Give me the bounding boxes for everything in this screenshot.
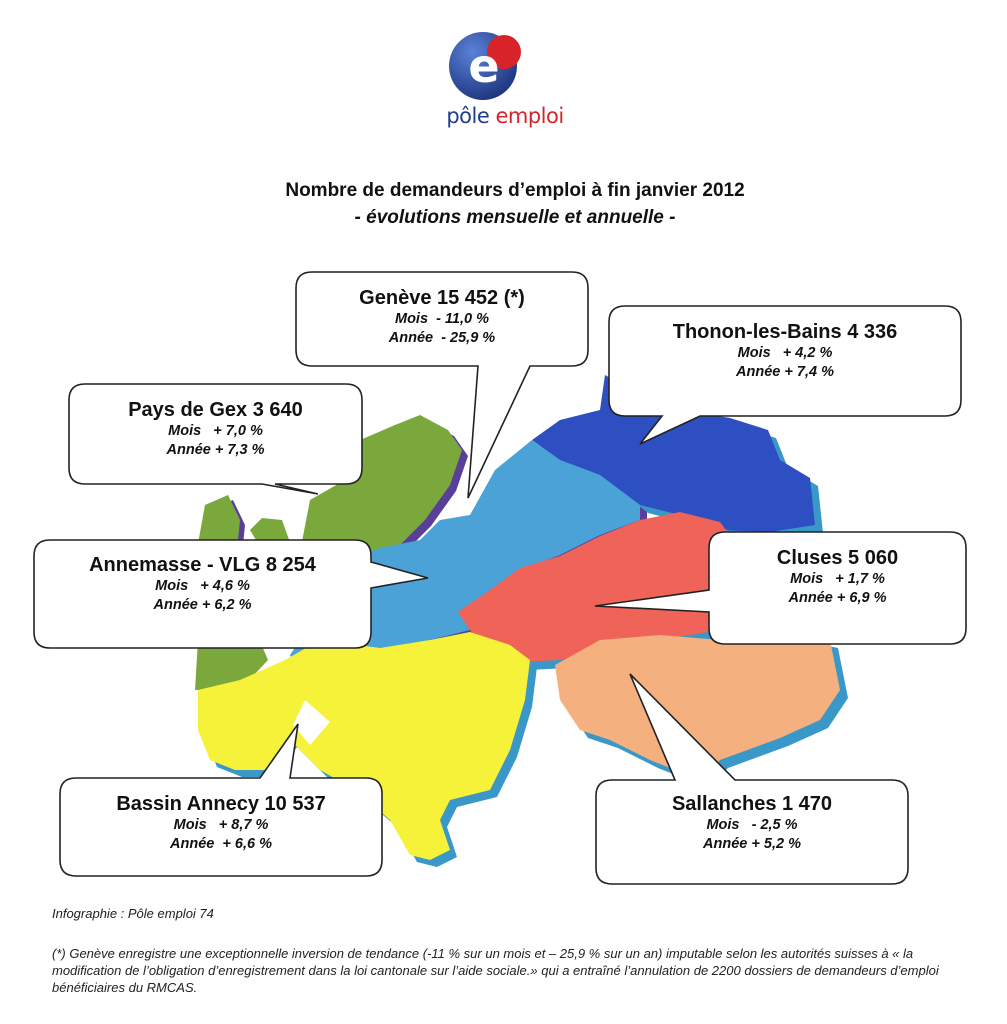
callout-thonon (608, 305, 962, 445)
stat-mois: Mois + 1,7 % (790, 571, 885, 587)
logo-letter: e (468, 39, 499, 93)
callout-bassin-annecy-text: Bassin Annecy 10 537 Mois + 8,7 % Année … (60, 792, 382, 854)
stat-annee: Année - 25,9 % (388, 330, 496, 346)
callout-pays-de-gex (68, 383, 363, 495)
stat-annee: Année + 6,2 % (153, 597, 252, 613)
callout-cluses-text: Cluses 5 060 Mois + 1,7 % Année + 6,9 % (709, 546, 966, 608)
callout-annemasse-text: Annemasse - VLG 8 254 Mois + 4,6 % Année… (34, 553, 371, 615)
stat-annee: Année + 6,9 % (788, 590, 887, 606)
stat-annee: Année + 7,3 % (166, 442, 265, 458)
region-name: Thonon-les-Bains 4 336 (672, 321, 898, 343)
brand-word-emploi: emploi (495, 104, 564, 128)
callout-sallanches-text: Sallanches 1 470 Mois - 2,5 % Année + 5,… (596, 792, 908, 854)
stat-mois: Mois + 4,6 % (155, 578, 250, 594)
brand-word-pole: pôle (446, 104, 496, 128)
stat-mois: Mois - 11,0 % (394, 311, 490, 327)
callouts (33, 271, 967, 885)
stat-annee: Année + 6,6 % (170, 836, 272, 852)
callout-pays-de-gex-text: Pays de Gex 3 640 Mois + 7,0 % Année + 7… (69, 398, 362, 460)
region-sallanches[interactable] (555, 630, 848, 788)
region-thonon[interactable] (532, 375, 823, 540)
callout-annemasse (33, 539, 429, 649)
stat-annee: Année + 5,2 % (703, 836, 801, 852)
source-credit: Infographie : Pôle emploi 74 (52, 906, 214, 921)
page-title: Nombre de demandeurs d’emploi à fin janv… (285, 180, 745, 201)
stat-annee: Année + 7,4 % (736, 364, 834, 380)
region-name: Annemasse - VLG 8 254 (89, 554, 316, 576)
stat-mois: Mois + 8,7 % (173, 817, 269, 833)
page-subtitle: - évolutions mensuelle et annuelle - (354, 207, 676, 228)
callout-thonon-text: Thonon-les-Bains 4 336 Mois + 4,2 % Anné… (609, 320, 961, 382)
region-name: Genève 15 452 (*) (359, 287, 525, 309)
stat-mois: Mois + 7,0 % (168, 423, 263, 439)
region-name: Cluses 5 060 (776, 547, 899, 569)
callout-geneve (295, 271, 589, 499)
callout-geneve-text: Genève 15 452 (*) Mois - 11,0 % Année - … (296, 286, 588, 348)
footnote: (*) Genève enregistre une exceptionnelle… (52, 946, 939, 995)
region-bassin-annecy[interactable] (198, 632, 537, 867)
brand-wordmark: pôle emploi (380, 104, 630, 128)
region-name: Sallanches 1 470 (671, 793, 833, 815)
callout-bassin-annecy (59, 723, 383, 877)
callout-cluses (594, 531, 967, 645)
region-name: Pays de Gex 3 640 (128, 399, 303, 421)
logo-red-dot (487, 35, 521, 69)
callout-sallanches (595, 673, 909, 885)
stat-mois: Mois + 4,2 % (737, 345, 833, 361)
region-cluses[interactable] (458, 512, 758, 670)
stat-mois: Mois - 2,5 % (706, 817, 798, 833)
region-name: Bassin Annecy 10 537 (116, 793, 326, 815)
pole-emploi-logo: e (449, 32, 521, 100)
